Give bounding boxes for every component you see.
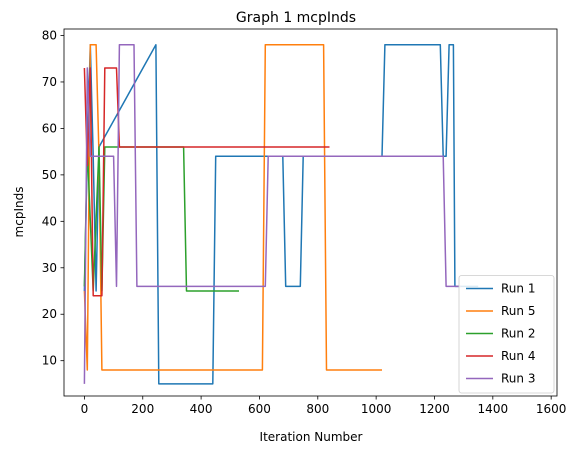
y-tick-label: 60	[42, 121, 57, 135]
x-tick-label: 800	[306, 402, 329, 416]
y-tick-label: 80	[42, 29, 57, 43]
legend: Run 1 Run 5 Run 2 Run 4 Run 3	[458, 275, 555, 394]
x-tick-label: 1200	[419, 402, 450, 416]
legend-label: Run 2	[501, 327, 535, 341]
legend-label: Run 4	[501, 349, 535, 363]
legend-label: Run 5	[501, 304, 535, 318]
chart-title: Graph 1 mcpInds	[236, 10, 356, 26]
y-tick-label: 20	[42, 307, 57, 321]
x-tick-label: 1000	[361, 402, 392, 416]
series-line-run-4	[83, 67, 330, 297]
legend-box	[458, 275, 555, 394]
x-tick-label: 0	[81, 402, 89, 416]
x-tick-label: 1400	[478, 402, 509, 416]
legend-label: Run 1	[501, 282, 535, 296]
y-tick-label: 40	[42, 214, 57, 228]
x-tick-label: 200	[131, 402, 154, 416]
y-tick-label: 70	[42, 75, 57, 89]
series-line-run-1	[83, 44, 479, 385]
plot-area	[83, 44, 479, 385]
x-axis-label: Iteration Number	[260, 430, 363, 444]
x-tick-label: 600	[248, 402, 271, 416]
series-line-run-5	[83, 44, 382, 371]
y-axis: 10 20 30 40 50 60 70 80	[42, 29, 64, 368]
series-line-run-3	[83, 44, 461, 384]
y-tick-label: 10	[42, 354, 57, 368]
y-tick-label: 50	[42, 168, 57, 182]
x-axis: 0 200 400 600 800 1000 1200 1400 1600	[81, 396, 567, 416]
x-tick-label: 1600	[536, 402, 567, 416]
x-tick-label: 400	[190, 402, 213, 416]
legend-label: Run 3	[501, 372, 535, 386]
y-axis-label: mcpInds	[12, 187, 26, 238]
plot-frame	[63, 28, 558, 397]
y-tick-label: 30	[42, 261, 57, 275]
